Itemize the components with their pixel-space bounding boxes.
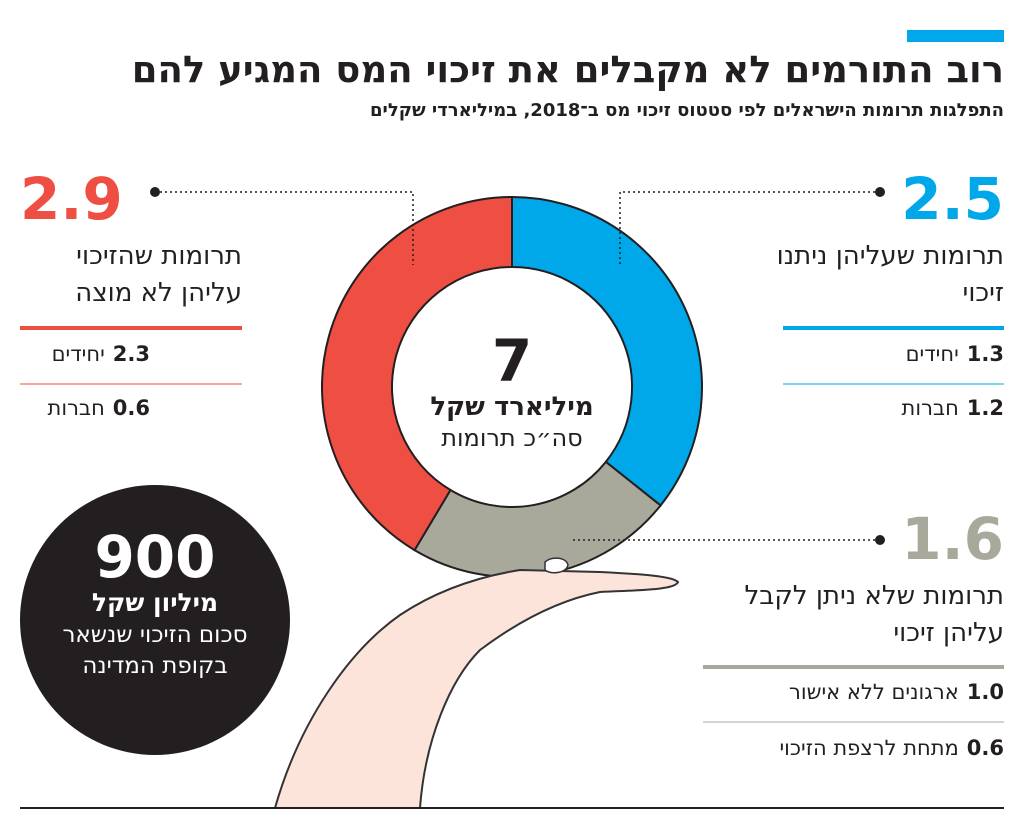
leader-dot [875,187,885,197]
center-unit: מיליארד שקל [430,392,594,422]
breakdown-item: 0.6 מתחת לרצפת הזיכוי [779,736,1004,761]
category-label: תרומות שלא ניתן לקבל עליהן זיכוי [744,581,1004,648]
thumbnail [544,557,569,574]
leader-dot [150,187,160,197]
label: חברות [47,396,105,420]
label: מתחת לרצפת הזיכוי [779,736,959,760]
breakdown-item: 1.2 חברות [902,396,1004,421]
donut-segment [321,195,513,552]
breakdown-item: 1.3 יחידים [906,342,1004,367]
label: יחידים [905,342,959,366]
callout-unit: מיליון שקל [91,588,219,617]
amount: 2.3 [112,342,150,366]
amount: 1.3 [966,342,1004,366]
label: חברות [901,396,959,420]
label: יחידים [51,342,105,366]
breakdown-item: 1.0 ארגונים ללא אישור [789,680,1004,705]
amount: 0.6 [966,736,1004,760]
center-value: 7 [491,327,533,395]
callout-value: 900 [94,523,216,591]
leader-line [619,191,880,265]
donut-segment [511,195,703,507]
amount: 1.0 [966,680,1004,704]
leader-line [155,191,414,265]
title: רוב התורמים לא מקבלים את זיכוי המס המגיע… [131,48,1004,91]
breakdown-item: 0.6 חברות [48,396,150,421]
leader-dot [875,535,885,545]
hand [273,568,680,809]
callout-text: סכום הזיכוי שנשאר בקופת המדינה [62,622,248,679]
value-label: 2.5 [901,165,1004,233]
callout-circle [20,485,290,755]
amount: 1.2 [966,396,1004,420]
amount: 0.6 [112,396,150,420]
donut [321,195,703,578]
center-label: סה״כ תרומות [441,424,583,452]
category-label: תרומות שעליהן ניתנו זיכוי [776,241,1004,308]
value-label: 2.9 [20,165,123,233]
subtitle: התפלגות תרומות הישראלים לפי סטטוס זיכוי … [369,100,1004,121]
accent-bar [907,30,1004,42]
breakdown-item: 2.3 יחידים [52,342,150,367]
value-label: 1.6 [901,505,1004,573]
donut-segment [413,460,662,578]
leaders [155,191,880,541]
label: ארגונים ללא אישור [789,680,959,704]
category-label: תרומות שהזיכוי עליהן לא מוצה [75,241,242,308]
